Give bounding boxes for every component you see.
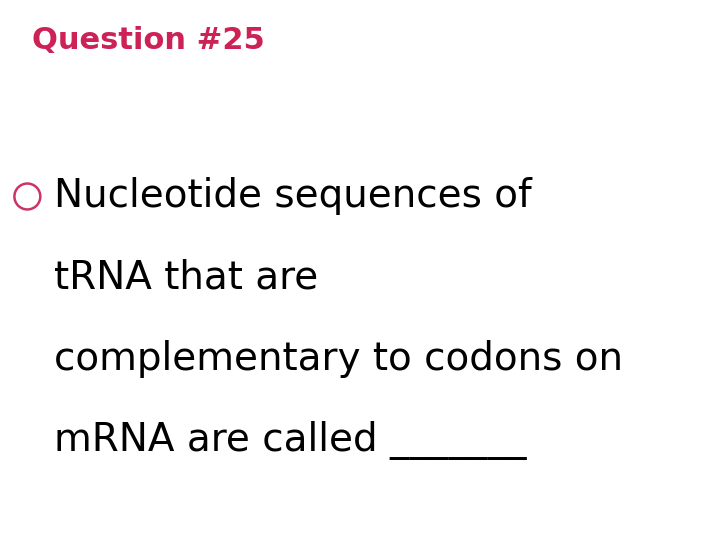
Text: Nucleotide sequences of: Nucleotide sequences of [54, 178, 532, 215]
Text: complementary to codons on: complementary to codons on [54, 340, 623, 378]
Text: Question #25: Question #25 [32, 26, 265, 55]
Text: tRNA that are: tRNA that are [54, 259, 318, 297]
Text: mRNA are called _______: mRNA are called _______ [54, 421, 526, 460]
